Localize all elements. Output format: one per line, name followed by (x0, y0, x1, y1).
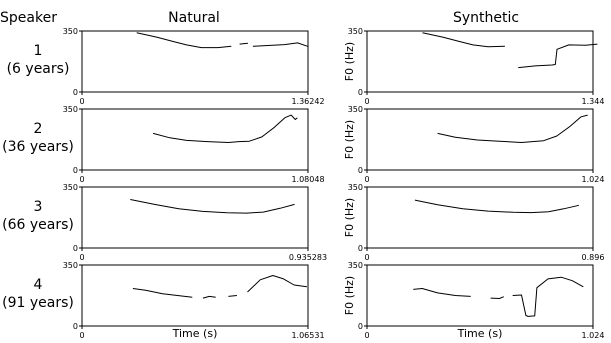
panel-5-x-tick-label-min: 0 (79, 253, 84, 262)
panel-5-y-tick-label-min: 0 (73, 244, 78, 253)
panel-8-y-axis-label: F0 (Hz) (343, 276, 356, 315)
panel-8-f0-segment-1 (413, 289, 470, 297)
panel-6-x-tick-label-max: 0.896 (582, 253, 605, 262)
panel-6-y-tick-label-max: 350 (348, 183, 363, 192)
speaker-3-number: 3 (34, 199, 43, 215)
panel-1-x-tick-label-max: 1.36242 (291, 97, 324, 106)
panel-5-frame (82, 187, 308, 248)
panel-8-x-axis-label: Time (s) (457, 327, 503, 340)
panel-3-f0-segment-1 (153, 115, 297, 142)
panel-6-frame (367, 187, 593, 248)
panel-8-f0-segment-3 (513, 277, 584, 316)
panel-1-f0-segment-2 (240, 43, 248, 44)
panel-4-x-tick-label-min: 0 (364, 175, 369, 184)
panel-2-f0-segment-2 (518, 44, 597, 68)
panel-2-x-tick-label-min: 0 (364, 97, 369, 106)
panel-3-x-tick-label-min: 0 (79, 175, 84, 184)
panel-3-frame (82, 109, 308, 170)
panel-7-f0-segment-1 (133, 289, 192, 298)
panel-4-f0-segment-1 (438, 115, 588, 142)
speaker-1-number: 1 (34, 43, 43, 59)
panel-5: 0 0.935283 350 0 (63, 183, 327, 262)
panel-8-frame (367, 265, 593, 326)
panel-1-y-tick-label-min: 0 (73, 88, 78, 97)
panel-8-x-tick-label-min: 0 (364, 331, 369, 340)
panel-8-f0-segment-2 (491, 297, 504, 299)
panel-7-x-tick-label-min: 0 (79, 331, 84, 340)
panel-5-f0-segment-1 (130, 200, 294, 214)
panel-5-x-tick-label-max: 0.935283 (289, 253, 327, 262)
panel-2-y-axis-label: F0 (Hz) (343, 42, 356, 81)
panel-1-y-tick-label-max: 350 (63, 27, 78, 36)
panel-6-y-axis-label: F0 (Hz) (343, 198, 356, 237)
synthetic-column-header: Synthetic (453, 10, 519, 26)
panel-2-f0-segment-1 (423, 33, 505, 47)
panel-6-y-tick-label-min: 0 (358, 244, 363, 253)
panel-8-y-tick-label-max: 350 (348, 261, 363, 270)
panel-8-y-tick-label-min: 0 (358, 322, 363, 331)
panel-1-frame (82, 31, 308, 92)
panel-4-y-axis-label: F0 (Hz) (343, 120, 356, 159)
panel-1: 0 1.36242 350 0 (63, 27, 325, 106)
panel-8-x-tick-label-max: 1.024 (582, 331, 605, 340)
panel-7-x-tick-label-max: 1.06531 (291, 331, 324, 340)
speaker-4-age: (91 years) (2, 295, 74, 311)
panel-6-f0-segment-1 (415, 200, 579, 213)
panel-2-x-tick-label-max: 1.344 (582, 97, 605, 106)
panel-7-x-axis-label: Time (s) (172, 327, 218, 340)
panel-3: 0 1.08048 350 0 (63, 105, 325, 184)
panel-1-f0-segment-1 (137, 33, 232, 48)
panel-7-f0-segment-4 (248, 276, 307, 293)
panel-3-y-tick-label-max: 350 (63, 105, 78, 114)
panel-7-f0-segment-3 (228, 296, 237, 297)
speaker-2-number: 2 (34, 121, 43, 137)
panel-2-frame (367, 31, 593, 92)
panel-4-y-tick-label-max: 350 (348, 105, 363, 114)
panel-4-y-tick-label-min: 0 (358, 166, 363, 175)
panel-4-x-tick-label-max: 1.024 (582, 175, 605, 184)
panel-1-f0-segment-3 (253, 43, 308, 46)
panel-6-x-tick-label-min: 0 (364, 253, 369, 262)
speaker-2-age: (36 years) (2, 139, 74, 155)
panel-5-y-tick-label-max: 350 (63, 183, 78, 192)
panel-7-frame (82, 265, 308, 326)
speaker-1-age: (6 years) (7, 61, 70, 77)
natural-column-header: Natural (168, 10, 220, 26)
panel-3-x-tick-label-max: 1.08048 (291, 175, 324, 184)
speaker-column-header: Speaker (0, 10, 57, 26)
panel-7-y-tick-label-max: 350 (63, 261, 78, 270)
panel-1-x-tick-label-min: 0 (79, 97, 84, 106)
panel-3-y-tick-label-min: 0 (73, 166, 78, 175)
panel-7-y-tick-label-min: 0 (73, 322, 78, 331)
panel-2-y-tick-label-max: 350 (348, 27, 363, 36)
panel-4-frame (367, 109, 593, 170)
speaker-3-age: (66 years) (2, 217, 74, 233)
panel-7-f0-segment-2 (203, 296, 216, 298)
panel-7: 0 1.06531 350 0 Time (s) (63, 261, 325, 340)
speaker-4-number: 4 (34, 277, 43, 293)
panel-2-y-tick-label-min: 0 (358, 88, 363, 97)
